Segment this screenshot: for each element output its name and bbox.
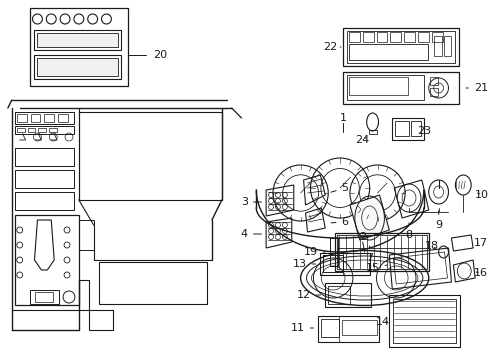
Text: 22: 22 xyxy=(323,42,340,52)
Text: 24: 24 xyxy=(355,135,369,145)
Bar xyxy=(346,75,423,100)
Text: 8: 8 xyxy=(405,223,412,240)
Bar xyxy=(394,121,408,136)
Bar xyxy=(325,283,370,307)
Bar xyxy=(417,32,428,42)
Text: 14: 14 xyxy=(375,317,389,327)
Bar xyxy=(348,32,359,42)
Bar xyxy=(443,36,450,56)
Bar xyxy=(15,192,74,210)
Bar xyxy=(433,36,441,56)
Bar xyxy=(38,58,118,76)
Text: 13: 13 xyxy=(292,259,315,269)
Bar xyxy=(391,118,423,140)
Text: 18: 18 xyxy=(424,241,438,251)
Bar xyxy=(323,255,342,272)
Bar xyxy=(342,28,458,66)
Text: 10: 10 xyxy=(474,190,488,200)
Bar xyxy=(348,77,407,95)
Text: 5: 5 xyxy=(330,183,348,193)
Text: 21: 21 xyxy=(465,83,487,93)
Bar xyxy=(368,130,376,134)
Bar xyxy=(429,77,437,85)
Text: 2: 2 xyxy=(358,232,366,242)
Bar xyxy=(392,299,455,343)
Bar xyxy=(58,114,68,122)
Bar xyxy=(327,286,349,304)
Bar xyxy=(410,121,420,136)
Bar xyxy=(341,320,376,335)
Bar xyxy=(79,220,93,250)
Bar xyxy=(431,32,442,42)
Bar xyxy=(35,55,121,79)
Bar xyxy=(17,114,26,122)
Bar xyxy=(320,253,369,275)
Text: 11: 11 xyxy=(290,323,313,333)
Text: 23: 23 xyxy=(416,126,430,136)
Bar xyxy=(35,30,121,50)
Bar xyxy=(44,114,54,122)
Bar xyxy=(29,290,59,304)
Bar xyxy=(15,126,74,134)
Bar xyxy=(38,33,118,47)
Bar xyxy=(321,319,338,337)
Bar xyxy=(79,112,222,200)
Bar xyxy=(318,316,379,342)
Bar xyxy=(17,128,24,132)
Text: 6: 6 xyxy=(330,217,348,227)
Bar xyxy=(388,295,459,347)
Bar xyxy=(362,32,373,42)
Bar xyxy=(15,112,74,124)
Bar xyxy=(403,32,414,42)
Bar xyxy=(39,128,46,132)
Bar xyxy=(36,292,53,302)
Bar xyxy=(27,128,36,132)
Bar xyxy=(99,262,206,304)
Bar xyxy=(329,238,337,266)
Bar xyxy=(376,32,386,42)
Text: 16: 16 xyxy=(473,268,487,278)
Text: 3: 3 xyxy=(241,197,261,207)
Bar xyxy=(346,31,454,63)
Bar xyxy=(15,148,74,166)
Bar xyxy=(348,44,427,60)
Text: 4: 4 xyxy=(241,229,261,239)
Text: 20: 20 xyxy=(152,50,166,60)
Bar xyxy=(323,255,342,272)
Bar xyxy=(29,8,128,86)
Text: 7: 7 xyxy=(366,246,372,263)
Bar xyxy=(342,72,458,104)
Polygon shape xyxy=(349,195,388,240)
Bar xyxy=(389,32,400,42)
Text: 19: 19 xyxy=(303,247,325,257)
Bar xyxy=(15,215,79,305)
Bar xyxy=(429,88,437,96)
Bar xyxy=(336,235,426,269)
Text: 12: 12 xyxy=(296,290,320,300)
Text: 9: 9 xyxy=(434,211,441,230)
Bar xyxy=(15,170,74,188)
Bar xyxy=(334,233,428,271)
Bar xyxy=(30,114,41,122)
Text: 1: 1 xyxy=(339,113,346,123)
Bar xyxy=(49,128,57,132)
Text: 15: 15 xyxy=(365,263,386,273)
Text: 17: 17 xyxy=(473,238,487,248)
